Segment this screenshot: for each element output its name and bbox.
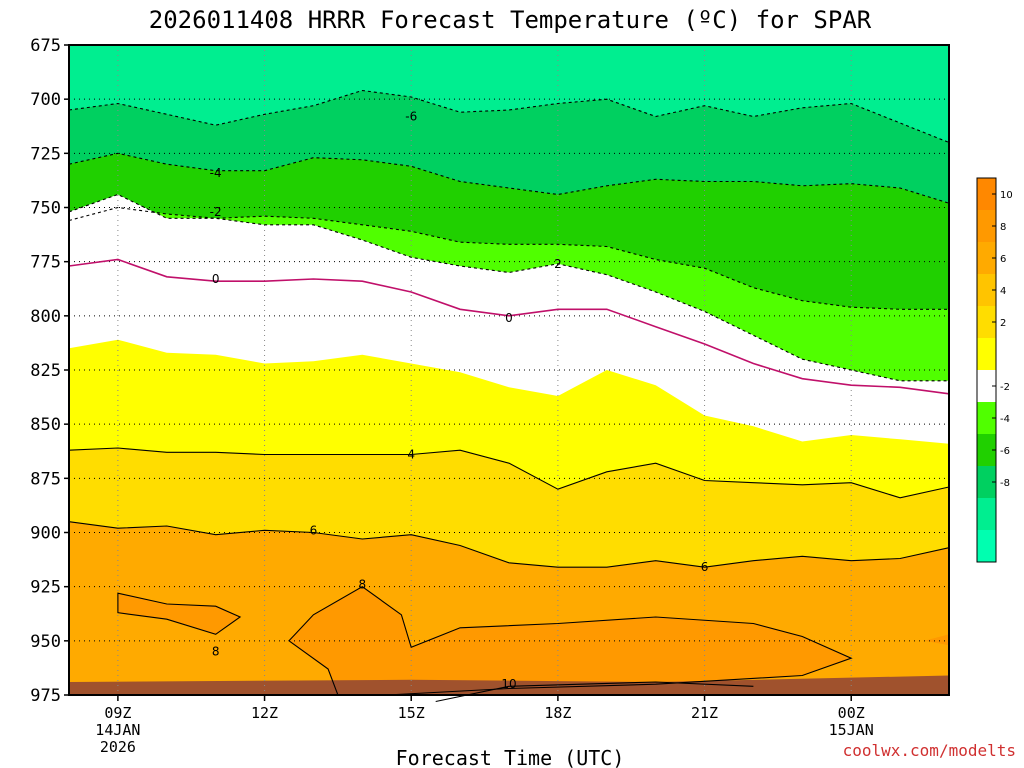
isotherm-2: [68, 193, 949, 382]
contour-label-8-0: 8: [212, 645, 220, 659]
ytick-label-950: 950: [30, 632, 61, 652]
contour-label-0-1: 0: [505, 311, 513, 325]
legend-swatch-4: [977, 306, 996, 339]
isotherm-6: [68, 521, 950, 568]
contour-label--6-0: -6: [405, 110, 417, 124]
band-8-10-blob-c: [924, 634, 949, 646]
isotherm-0: [68, 258, 950, 395]
legend-label-2: 2: [1000, 318, 1006, 329]
ytick-label-725: 725: [30, 144, 61, 164]
ytick-label-875: 875: [30, 469, 61, 489]
xtick-label-18: 18Z: [544, 704, 571, 722]
contour-label-4-0: 4: [407, 448, 415, 462]
contour-label--4-0: -4: [210, 166, 222, 180]
ytick-label-700: 700: [30, 90, 61, 110]
legend-swatch-11: [977, 530, 996, 563]
legend-label-6: 6: [1000, 254, 1006, 265]
ytick-label-925: 925: [30, 578, 61, 598]
xtick-label-24: 00Z: [838, 704, 865, 722]
chart-title: 2026011408 HRRR Forecast Temperature (ºC…: [149, 6, 872, 34]
legend-swatch-8: [977, 434, 996, 467]
contour-label--2-0: -2: [210, 205, 222, 219]
isotherm-8-ring-0: [117, 592, 242, 635]
isotherm-lines: -6 -4 -2 0 0 2 4 6 6 8 8 10: [68, 89, 950, 703]
ytick-label-825: 825: [30, 361, 61, 381]
legend-swatch-1: [977, 210, 996, 243]
legend-swatch-9: [977, 466, 996, 499]
ytick-label-775: 775: [30, 253, 61, 273]
legend-swatch-7: [977, 402, 996, 435]
contour-label-2-0: 2: [554, 257, 562, 271]
ytick-label-750: 750: [30, 199, 61, 219]
legend-swatch-2: [977, 242, 996, 275]
axes: 6757007257507758008258508759009259509750…: [30, 36, 950, 756]
ytick-label-800: 800: [30, 307, 61, 327]
ytick-label-675: 675: [30, 36, 61, 56]
legend-swatch-6: [977, 370, 996, 403]
legend-swatch-5: [977, 338, 996, 371]
plot-area: [69, 45, 949, 695]
isotherm-4: [68, 447, 950, 499]
ytick-label-975: 975: [30, 686, 61, 706]
contour-label-6-1: 6: [701, 560, 709, 574]
band-minus8-minus6: [69, 45, 949, 143]
x-axis-label: Forecast Time (UTC): [396, 746, 625, 768]
isotherm--2: [68, 206, 949, 310]
legend-swatch-10: [977, 498, 996, 531]
band-4-6: [69, 448, 949, 568]
band-2-4: [69, 339, 949, 498]
xtick-label-15: 15Z: [398, 704, 425, 722]
band-8-10-blob-b: [289, 586, 852, 695]
legend-label-4: 4: [1000, 286, 1006, 297]
terrain-ground: [69, 675, 949, 695]
xtick-label-21: 21Z: [691, 704, 718, 722]
contour-label-10-0: 10: [501, 677, 516, 691]
credit-link[interactable]: coolwx.com/modelts: [843, 741, 1016, 760]
legend-label-10: 10: [1000, 190, 1013, 201]
xtick-label-12: 12Z: [251, 704, 278, 722]
legend-label-8: 8: [1000, 222, 1006, 233]
legend-label--8: -8: [1000, 478, 1010, 489]
xtick-label-9: 09Z: [104, 704, 131, 722]
ytick-label-850: 850: [30, 415, 61, 435]
band-minus4-minus2: [69, 153, 949, 310]
contour-label-0-0: 0: [212, 272, 220, 286]
band-8-10-blob-a: [117, 593, 241, 635]
isotherm-10-line: [435, 681, 754, 703]
contour-label-8-1: 8: [359, 578, 367, 592]
xtick-date-24: 15JAN: [829, 721, 874, 739]
band-minus6-minus4: [69, 90, 949, 204]
ytick-label-900: 900: [30, 524, 61, 544]
legend-swatch-0: [977, 178, 996, 211]
legend-label--6: -6: [1000, 446, 1010, 457]
legend-label--4: -4: [1000, 414, 1010, 425]
xtick-year-9: 2026: [100, 738, 136, 756]
legend-frame: [976, 177, 997, 563]
xtick-date-9: 14JAN: [95, 721, 140, 739]
color-legend: 10 8 6 4 2 -2 -4 -6 -8: [976, 177, 1013, 563]
legend-label--2: -2: [1000, 382, 1010, 393]
contour-label-6-0: 6: [310, 523, 318, 537]
legend-swatch-3: [977, 274, 996, 307]
